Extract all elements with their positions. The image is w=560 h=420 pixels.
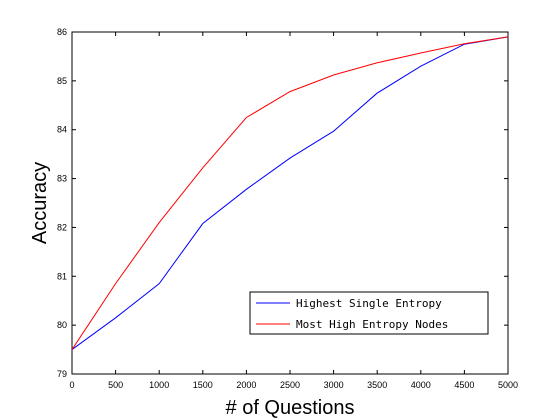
legend-box bbox=[249, 291, 489, 335]
y-tick-label: 80 bbox=[57, 320, 67, 330]
legend: Highest Single Entropy Most High Entropy… bbox=[249, 291, 489, 335]
x-tick-label: 1000 bbox=[149, 380, 169, 390]
x-axis-ticks: 0 500 1000 1500 2000 2500 3000 3500 4000 4500 5000 bbox=[69, 32, 518, 390]
x-axis-title: # of Questions bbox=[226, 397, 355, 419]
y-tick-label: 82 bbox=[57, 222, 67, 232]
x-tick-label: 1500 bbox=[193, 380, 213, 390]
y-tick-label: 81 bbox=[57, 271, 67, 281]
y-axis-title: Accuracy bbox=[29, 162, 51, 244]
series-lines bbox=[71, 36, 509, 350]
x-tick-label: 4000 bbox=[411, 380, 431, 390]
series-line-most-high-entropy-nodes bbox=[71, 36, 509, 350]
y-axis-ticks: 79 80 81 82 83 84 85 86 bbox=[57, 27, 508, 379]
x-tick-label: 500 bbox=[108, 380, 123, 390]
x-tick-label: 2500 bbox=[280, 380, 300, 390]
x-tick-label: 3500 bbox=[367, 380, 387, 390]
legend-label-most-high-entropy-nodes: Most High Entropy Nodes bbox=[296, 318, 448, 331]
x-tick-label: 5000 bbox=[498, 380, 518, 390]
x-tick-label: 4500 bbox=[454, 380, 474, 390]
series-line-highest-single-entropy bbox=[71, 36, 509, 350]
y-tick-label: 83 bbox=[57, 174, 67, 184]
y-tick-label: 85 bbox=[57, 76, 67, 86]
x-tick-label: 2000 bbox=[236, 380, 256, 390]
x-tick-label: 0 bbox=[69, 380, 74, 390]
x-tick-label: 3000 bbox=[324, 380, 344, 390]
y-tick-label: 86 bbox=[57, 27, 67, 37]
y-tick-label: 84 bbox=[57, 125, 67, 135]
legend-label-highest-single-entropy: Highest Single Entropy bbox=[296, 297, 442, 310]
y-tick-label: 79 bbox=[57, 369, 67, 379]
